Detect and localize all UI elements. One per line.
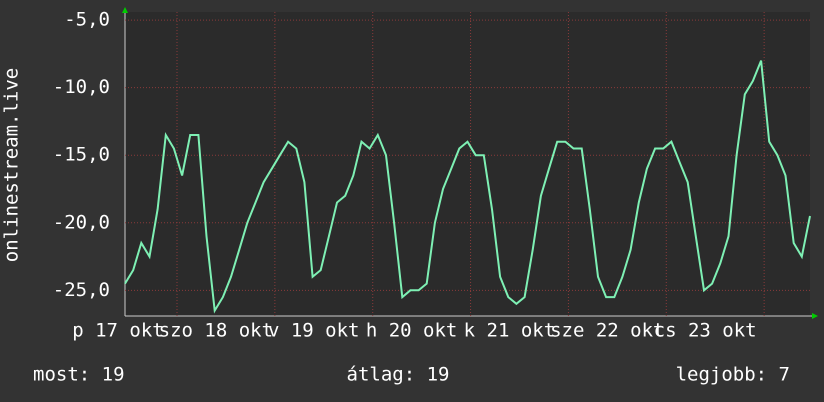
data-line [124,60,811,314]
y-tick-label: -5,0 [64,9,110,31]
x-tick-label: h 20 okt [366,320,458,342]
x-tick-label: szo 18 okt [159,320,273,342]
y-axis-label: onlinestream.live [1,68,23,262]
x-tick-label: sze 22 okt [550,320,664,342]
stat-current: most: 19 [33,364,125,386]
x-tick-label: v 19 okt [268,320,360,342]
axis-arrow [122,7,128,13]
y-tick-label: -10,0 [53,76,110,98]
plot-area [125,12,810,316]
y-tick-label: -20,0 [53,211,110,233]
x-tick-label: cs 23 okt [654,320,757,342]
stat-best: legjobb: 7 [676,364,790,386]
x-tick-label: k 21 okt [464,320,556,342]
stat-average: átlag: 19 [347,364,450,386]
x-tick-label: p 17 okt [72,320,164,342]
axis-arrow [812,313,818,319]
y-tick-label: -25,0 [53,279,110,301]
y-tick-label: -15,0 [53,144,110,166]
